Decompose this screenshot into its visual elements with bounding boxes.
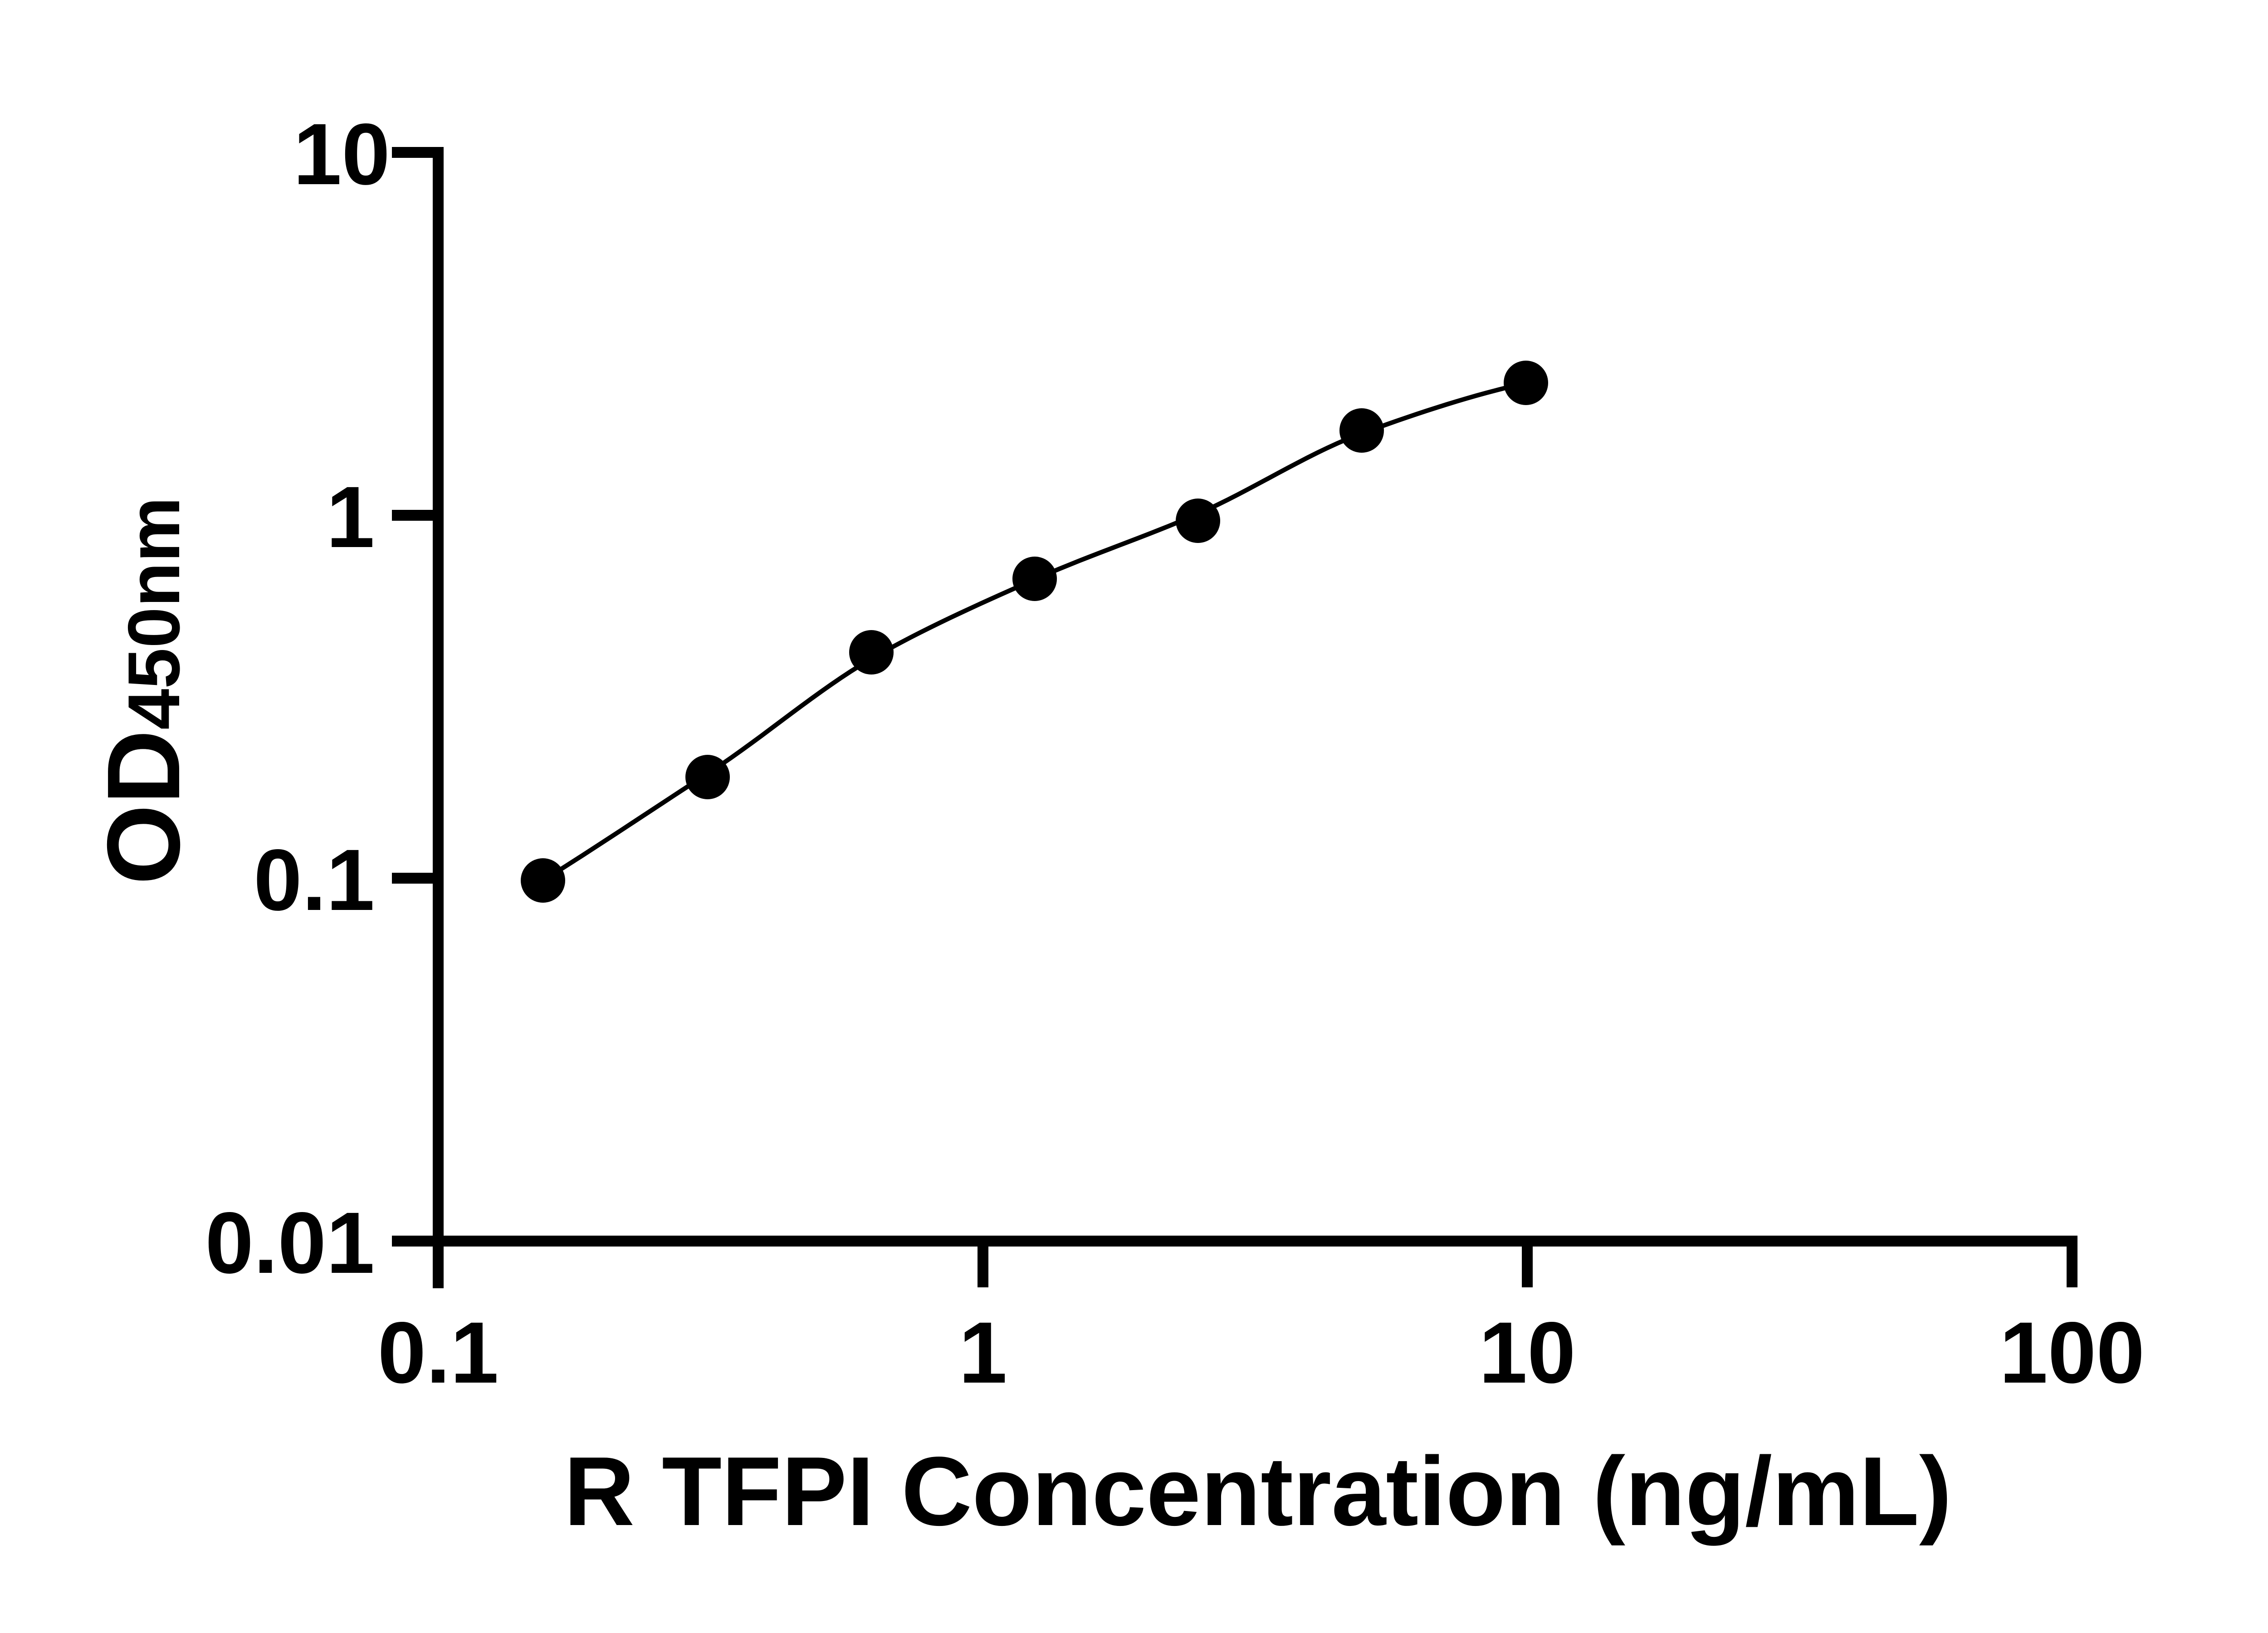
svg-text:10: 10 [293, 105, 390, 203]
svg-text:0.1: 0.1 [254, 831, 375, 929]
svg-text:10: 10 [1479, 1304, 1576, 1401]
svg-text:1: 1 [326, 468, 375, 566]
svg-text:R TFPI Concentration (ng/mL): R TFPI Concentration (ng/mL) [564, 1436, 1952, 1546]
svg-text:0.1: 0.1 [378, 1304, 499, 1401]
svg-text:100: 100 [1999, 1304, 2145, 1401]
svg-text:OD450nm: OD450nm [86, 497, 201, 885]
svg-text:1: 1 [959, 1304, 1007, 1401]
svg-text:0.01: 0.01 [205, 1194, 375, 1291]
